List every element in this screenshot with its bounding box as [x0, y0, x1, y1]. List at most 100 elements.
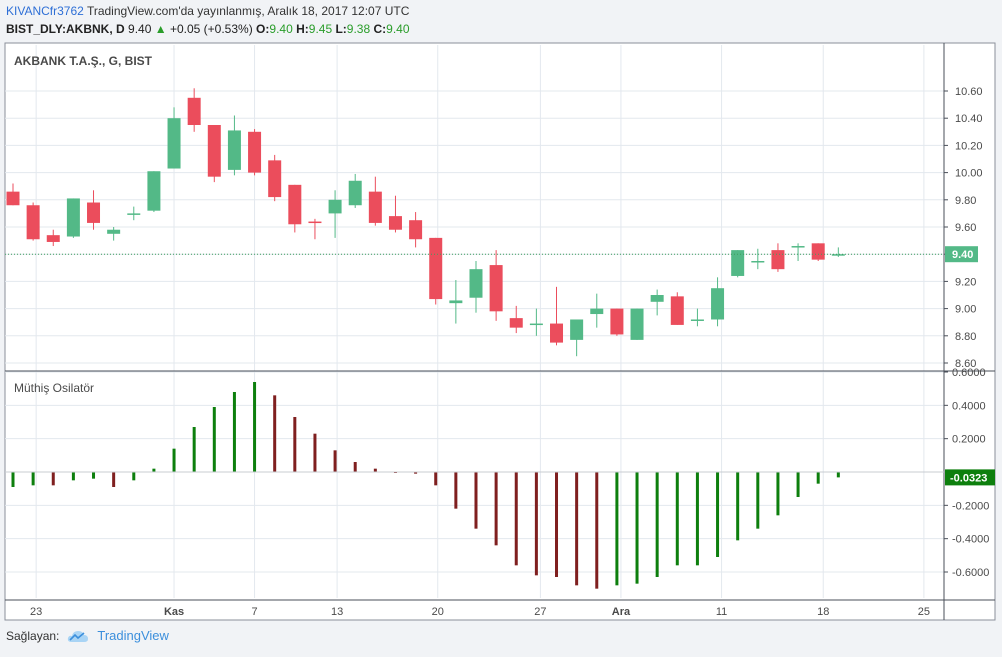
candle-up[interactable]: [328, 190, 342, 238]
oscillator-bar[interactable]: [192, 427, 196, 472]
oscillator-bar[interactable]: [555, 472, 559, 577]
chart-canvas[interactable]: 10.60 10.40 10.20 10.00 9.80 9.60 9.40 9.20 9.00…: [0, 0, 1002, 625]
oscillator-bar[interactable]: [414, 472, 418, 474]
oscillator-bar[interactable]: [514, 472, 518, 566]
oscillator-bar[interactable]: [333, 450, 337, 472]
oscillator-bar[interactable]: [716, 472, 720, 557]
candle-up[interactable]: [127, 206, 141, 221]
price-tick-label: 8.80: [955, 331, 976, 343]
oscillator-bar[interactable]: [575, 472, 579, 586]
candle-down[interactable]: [268, 154, 282, 202]
candle-down[interactable]: [610, 308, 624, 336]
oscillator-bar[interactable]: [313, 433, 317, 472]
tradingview-link[interactable]: TradingView: [97, 628, 169, 643]
candle-up[interactable]: [348, 173, 362, 208]
candle-up[interactable]: [590, 293, 604, 328]
candle-up[interactable]: [690, 308, 704, 327]
oscillator-bar[interactable]: [132, 472, 136, 481]
oscillator-tick-label: -0.4000: [952, 534, 989, 546]
price-axis[interactable]: 10.60 10.40 10.20 10.00 9.80 9.60 9.40 9.20 9.00…: [5, 86, 983, 370]
candle-up[interactable]: [751, 248, 765, 270]
candle-up[interactable]: [711, 277, 725, 327]
oscillator-bar[interactable]: [112, 472, 116, 487]
time-axis[interactable]: 23 Kas 7 13 20 27 Ara 11 18 25: [30, 606, 930, 618]
oscillator-bar[interactable]: [253, 382, 257, 472]
candle-down[interactable]: [509, 305, 523, 334]
oscillator-axis[interactable]: 0.6000 0.4000 0.2000 -0.2000 -0.4000 -0.6000 -…: [944, 367, 995, 579]
candle-down[interactable]: [811, 243, 825, 261]
oscillator-bar[interactable]: [373, 468, 377, 472]
candle-down[interactable]: [187, 88, 201, 132]
oscillator-bar[interactable]: [152, 468, 156, 472]
oscillator-bar[interactable]: [172, 448, 176, 472]
oscillator-bar[interactable]: [534, 472, 538, 576]
candle-up[interactable]: [227, 115, 241, 176]
oscillator-bar[interactable]: [736, 472, 740, 541]
oscillator-bar[interactable]: [212, 407, 216, 472]
oscillator-bar[interactable]: [494, 472, 498, 546]
candle-down[interactable]: [308, 218, 322, 240]
candle-down[interactable]: [429, 237, 443, 305]
oscillator-bar[interactable]: [474, 472, 478, 529]
candle-up[interactable]: [650, 289, 664, 316]
oscillator-bar[interactable]: [11, 472, 15, 487]
oscillator-bar[interactable]: [595, 472, 599, 589]
oscillator-bar[interactable]: [836, 472, 840, 478]
candle-body: [167, 118, 181, 169]
candle-up[interactable]: [167, 107, 181, 169]
candle-down[interactable]: [6, 183, 20, 206]
candle-up[interactable]: [66, 198, 80, 238]
oscillator-bar[interactable]: [756, 472, 760, 529]
candle-down[interactable]: [46, 229, 60, 247]
candle-up[interactable]: [529, 308, 543, 336]
oscillator-bar[interactable]: [816, 472, 820, 484]
candle-up[interactable]: [570, 319, 584, 357]
price-tick-label: 10.60: [955, 86, 983, 98]
oscillator-bar[interactable]: [454, 472, 458, 509]
candlestick-series[interactable]: [6, 88, 845, 357]
low-label: L:: [335, 22, 347, 36]
candle-up[interactable]: [469, 261, 483, 313]
oscillator-bar[interactable]: [293, 417, 297, 472]
oscillator-bar[interactable]: [51, 472, 55, 486]
oscillator-bar[interactable]: [655, 472, 659, 577]
candle-up[interactable]: [107, 227, 121, 241]
oscillator-bar[interactable]: [796, 472, 800, 497]
oscillator-bar[interactable]: [71, 472, 75, 481]
candle-body: [831, 254, 845, 256]
candle-down[interactable]: [388, 195, 402, 233]
candle-down[interactable]: [489, 250, 503, 321]
oscillator-bar[interactable]: [695, 472, 699, 566]
tradingview-cloud-icon: [68, 630, 89, 642]
oscillator-series[interactable]: [5, 382, 944, 589]
oscillator-bar[interactable]: [31, 472, 35, 486]
candle-up[interactable]: [831, 247, 845, 257]
candle-down[interactable]: [288, 184, 302, 233]
oscillator-bar[interactable]: [635, 472, 639, 584]
oscillator-bar[interactable]: [434, 472, 438, 486]
oscillator-bar[interactable]: [675, 472, 679, 566]
oscillator-bar[interactable]: [232, 392, 236, 472]
candle-down[interactable]: [771, 243, 785, 272]
oscillator-value-label: -0.0323: [950, 472, 987, 484]
candle-up[interactable]: [147, 171, 161, 213]
oscillator-bar[interactable]: [273, 395, 277, 472]
candle-down[interactable]: [368, 176, 382, 226]
candle-up[interactable]: [449, 280, 463, 324]
candle-body: [489, 265, 503, 312]
oscillator-bar[interactable]: [92, 472, 96, 479]
candle-down[interactable]: [409, 212, 423, 248]
candle-up[interactable]: [630, 308, 644, 340]
candle-down[interactable]: [670, 292, 684, 325]
author-name[interactable]: KIVANCfr3762: [6, 4, 84, 18]
price-tick-label: 9.00: [955, 304, 976, 316]
candle-down[interactable]: [550, 286, 564, 346]
candle-down[interactable]: [248, 129, 262, 176]
oscillator-bar[interactable]: [353, 462, 357, 472]
candle-down[interactable]: [87, 190, 101, 230]
candle-down[interactable]: [207, 125, 221, 183]
oscillator-bar[interactable]: [776, 472, 780, 516]
candle-down[interactable]: [26, 202, 40, 241]
candle-up[interactable]: [791, 243, 805, 261]
oscillator-bar[interactable]: [615, 472, 619, 586]
